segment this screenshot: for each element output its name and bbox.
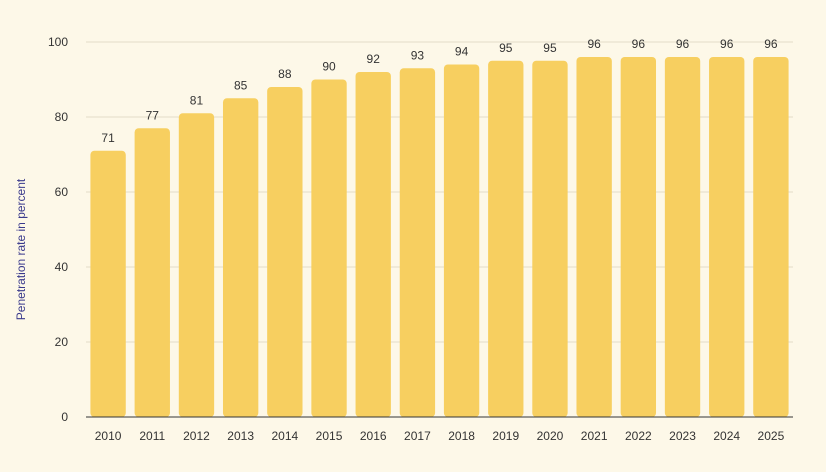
bar-2024[interactable] xyxy=(709,57,745,417)
bar-2014[interactable] xyxy=(267,87,303,417)
bar-2021[interactable] xyxy=(576,57,612,417)
value-label-2024: 96 xyxy=(720,37,734,51)
bar-2025[interactable] xyxy=(753,57,789,417)
y-axis-title: Penetration rate in percent xyxy=(14,178,28,320)
value-label-2012: 81 xyxy=(190,93,204,107)
value-label-2025: 96 xyxy=(764,37,778,51)
bar-2023[interactable] xyxy=(664,57,701,417)
value-labels: 71 77 81 85 88 90 92 93 94 95 95 96 96 96 96 96 xyxy=(101,37,777,145)
bar-2012[interactable] xyxy=(178,113,215,417)
bar-2016[interactable] xyxy=(355,72,391,417)
y-tick-label: 80 xyxy=(55,110,69,124)
x-axis-ticks: 2010 2011 2012 2013 2014 2015 2016 2017 2018 2019… xyxy=(95,429,785,443)
y-tick-label: 20 xyxy=(55,335,69,349)
value-label-2021: 96 xyxy=(587,37,601,51)
value-label-2014: 88 xyxy=(278,67,292,81)
bar-2010[interactable] xyxy=(90,150,126,417)
bar-2019[interactable] xyxy=(488,60,524,417)
x-tick-label-2013: 2013 xyxy=(227,429,254,443)
value-label-2017: 93 xyxy=(411,48,425,62)
y-tick-label: 0 xyxy=(61,410,68,424)
x-tick-label-2020: 2020 xyxy=(537,429,564,443)
x-tick-label-2022: 2022 xyxy=(625,429,652,443)
x-tick-label-2019: 2019 xyxy=(492,429,519,443)
bar-2018[interactable] xyxy=(443,64,480,418)
y-tick-label: 40 xyxy=(55,260,69,274)
bar-2020[interactable] xyxy=(532,60,568,417)
value-label-2018: 94 xyxy=(455,45,469,59)
y-tick-label: 100 xyxy=(48,35,68,49)
x-tick-label-2018: 2018 xyxy=(448,429,475,443)
bar-2022[interactable] xyxy=(620,57,657,417)
x-tick-label-2025: 2025 xyxy=(758,429,785,443)
value-label-2023: 96 xyxy=(676,37,690,51)
x-tick-label-2024: 2024 xyxy=(713,429,740,443)
value-label-2019: 95 xyxy=(499,41,513,55)
bars xyxy=(90,57,789,418)
y-axis-ticks: 0 20 40 60 80 100 xyxy=(48,35,68,424)
x-tick-label-2021: 2021 xyxy=(581,429,608,443)
y-tick-label: 60 xyxy=(55,185,69,199)
x-tick-label-2015: 2015 xyxy=(316,429,343,443)
value-label-2013: 85 xyxy=(234,78,248,92)
x-tick-label-2017: 2017 xyxy=(404,429,431,443)
value-label-2015: 90 xyxy=(322,60,336,74)
value-label-2011: 77 xyxy=(146,108,160,122)
x-tick-label-2023: 2023 xyxy=(669,429,696,443)
x-tick-label-2010: 2010 xyxy=(95,429,122,443)
bar-2013[interactable] xyxy=(222,98,259,417)
bar-2017[interactable] xyxy=(399,68,436,417)
x-tick-label-2012: 2012 xyxy=(183,429,210,443)
bar-2011[interactable] xyxy=(134,128,170,417)
bar-2015[interactable] xyxy=(311,79,347,418)
x-tick-label-2014: 2014 xyxy=(271,429,298,443)
x-tick-label-2016: 2016 xyxy=(360,429,387,443)
x-tick-label-2011: 2011 xyxy=(139,429,165,443)
value-label-2022: 96 xyxy=(632,37,646,51)
value-label-2020: 95 xyxy=(543,41,557,55)
value-label-2010: 71 xyxy=(101,131,115,145)
value-label-2016: 92 xyxy=(367,52,381,66)
